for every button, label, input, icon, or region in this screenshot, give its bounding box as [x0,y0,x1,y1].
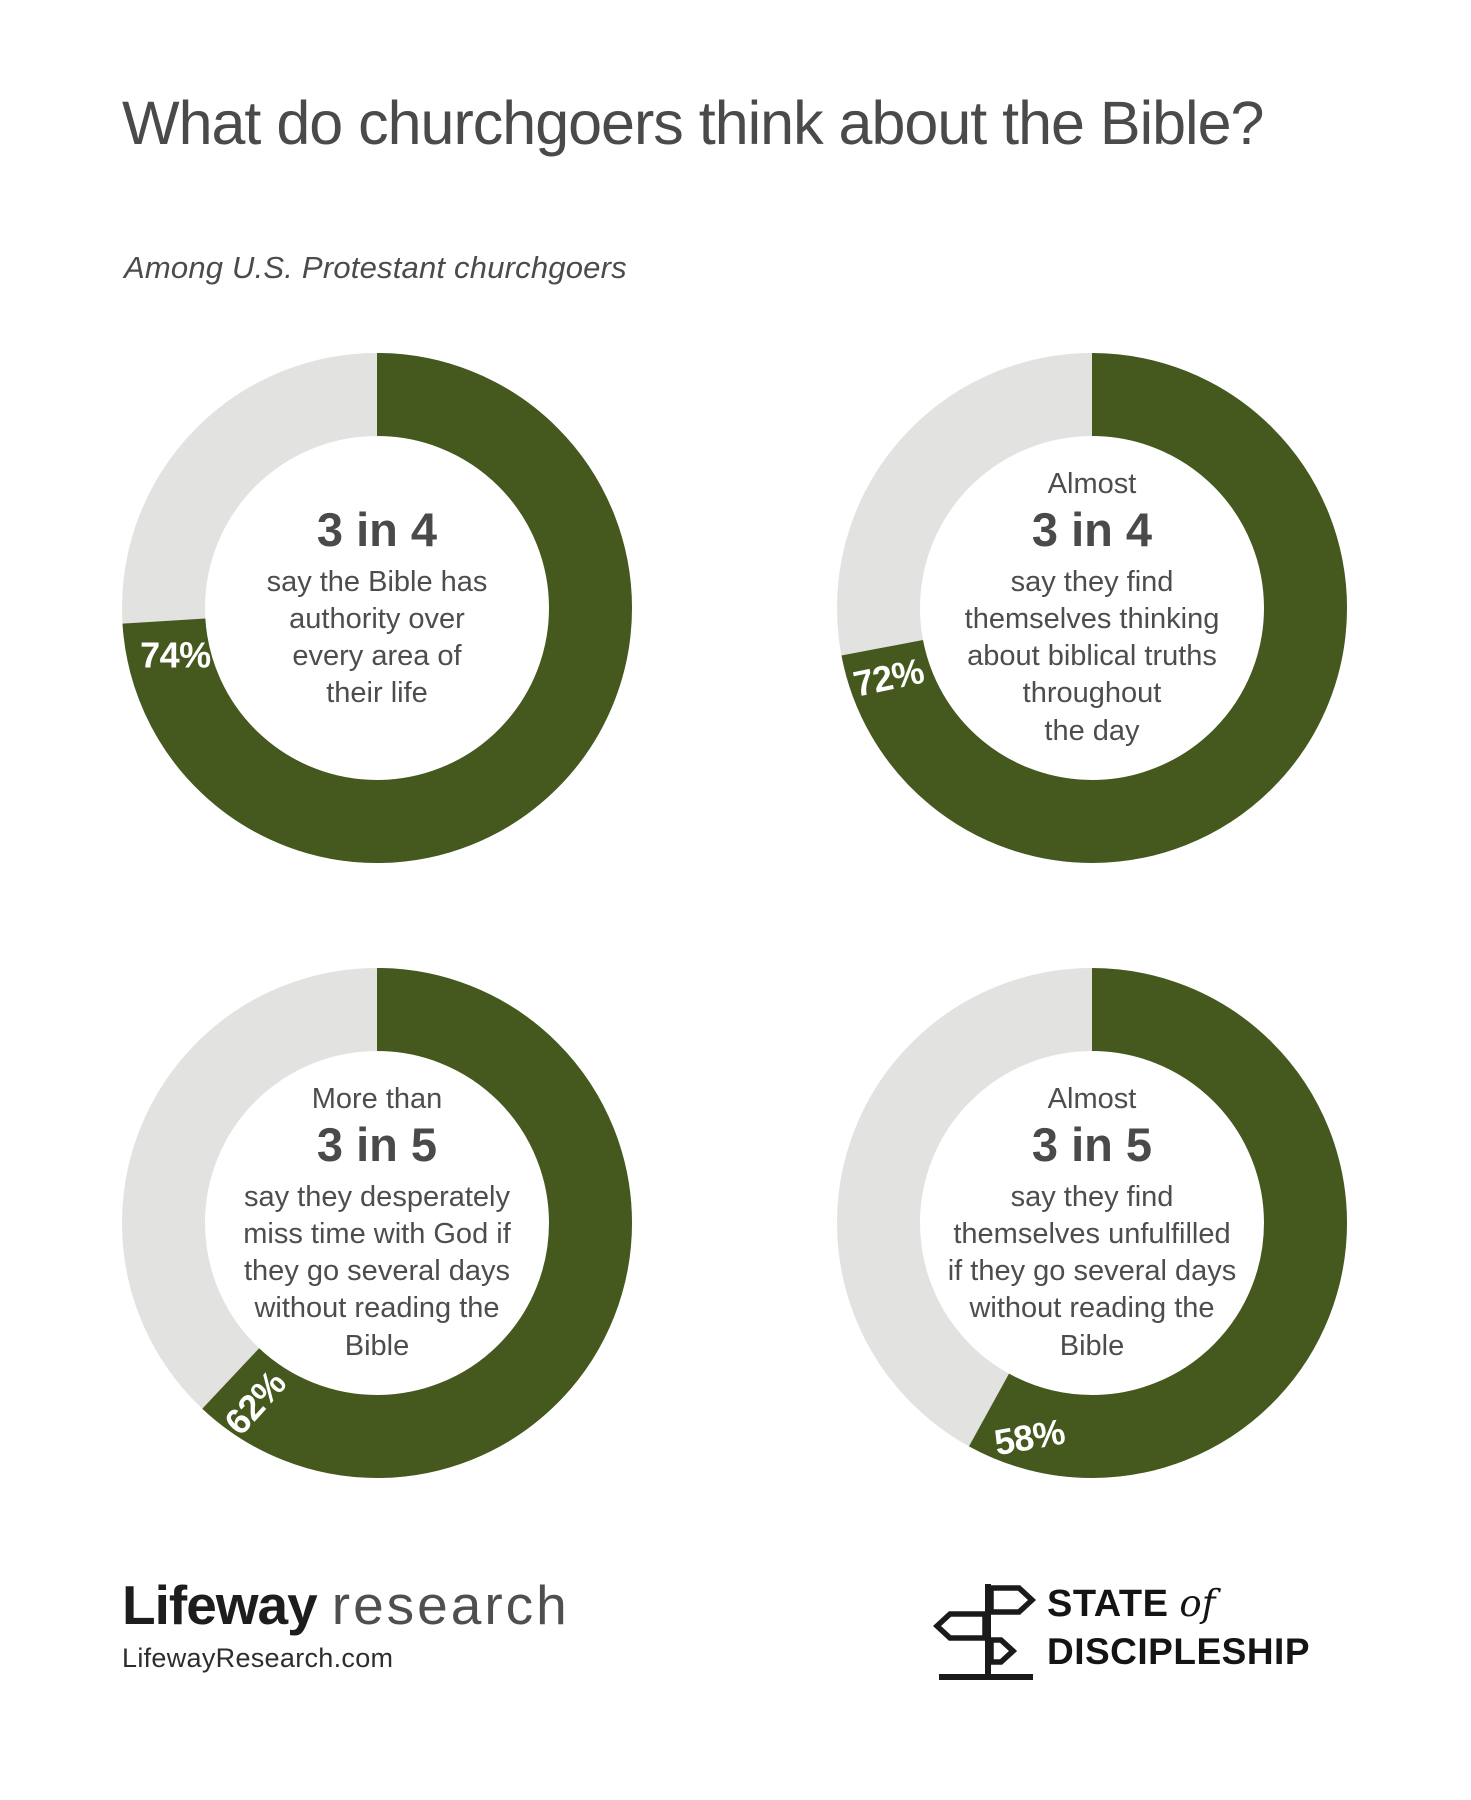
signpost-icon [933,1584,1037,1680]
donut-arc [122,968,632,1478]
donut-center-text: Almost 3 in 4 say they find themselves t… [837,353,1347,863]
donut-chart-4: 58% Almost 3 in 5 say they find themselv… [837,968,1347,1478]
page-title: What do churchgoers think about the Bibl… [122,89,1264,157]
stat-headline: 3 in 4 [316,503,438,557]
lifeway-wordmark: Lifeway [122,1574,318,1636]
stat-description: say they find themselves thinking about … [964,566,1220,747]
stat-prefix: Almost [1047,1083,1137,1116]
donut-arc [837,353,1347,863]
donut-ring-2: 72% [837,353,1347,863]
donut-arc [122,353,632,863]
lifeway-url: LifewayResearch.com [122,1643,394,1673]
percent-label: 74% [140,634,211,675]
research-wordmark: research [331,1574,570,1636]
state-label: STATE [1047,1583,1169,1625]
donut-chart-1: 74% 3 in 4 say the Bible has authority o… [122,353,632,863]
donut-ring-3: 62% [122,968,632,1478]
stat-description: say they find themselves unfulfilled if … [947,1181,1237,1362]
subtitle: Among U.S. Protestant churchgoers [124,250,627,285]
stat-prefix: Almost [1047,468,1137,501]
donut-center-text: More than 3 in 5 say they desperately mi… [122,968,632,1478]
discipleship-label: DISCIPLESHIP [1047,1631,1310,1672]
donut-arc [837,968,1347,1478]
stat-headline: 3 in 5 [316,1118,438,1172]
stat-description: say they desperately miss time with God … [243,1181,511,1362]
stat-prefix: More than [311,1083,443,1116]
donut-chart-3: 62% More than 3 in 5 say they desperatel… [122,968,632,1478]
stat-headline: 3 in 4 [1031,503,1153,557]
state-of-discipleship-logo: STATE of DISCIPLESHIP [933,1581,1310,1681]
donut-center-text: 3 in 4 say the Bible has authority over … [122,353,632,863]
donut-ring-1: 74% [122,353,632,863]
lifeway-research-logo: Lifeway research LifewayResearch.com [122,1578,570,1674]
donut-chart-2: 72% Almost 3 in 4 say they find themselv… [837,353,1347,863]
donut-center-text: Almost 3 in 5 say they find themselves u… [837,968,1347,1478]
donut-ring-4: 58% [837,968,1347,1478]
of-label: of [1179,1582,1216,1625]
stat-description: say the Bible has authority over every a… [266,566,488,710]
stat-headline: 3 in 5 [1031,1118,1153,1172]
